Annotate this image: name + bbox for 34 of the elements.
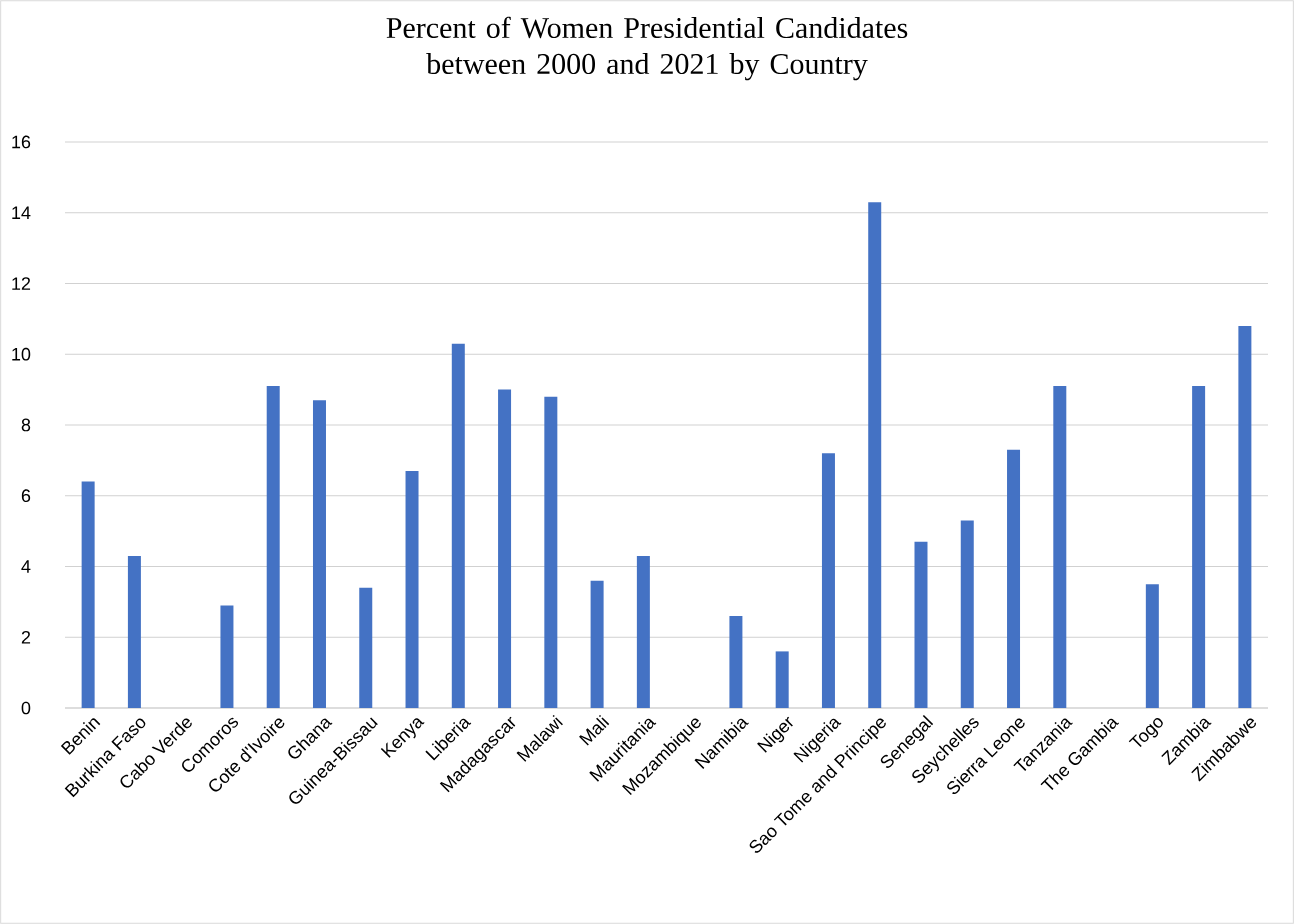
bar — [1053, 386, 1067, 708]
y-tick-label: 4 — [21, 560, 31, 573]
bar — [451, 343, 465, 708]
bar — [359, 587, 373, 708]
y-tick-label: 8 — [21, 418, 31, 432]
bar — [914, 541, 928, 708]
y-tick-label: 2 — [21, 630, 31, 644]
bar — [405, 470, 419, 708]
bar — [1007, 449, 1021, 708]
y-tick-label: 12 — [12, 277, 31, 290]
x-tick-label: Togo — [1128, 718, 1163, 748]
y-tick-label: 10 — [12, 347, 31, 361]
bar — [220, 605, 234, 708]
chart-title: Percent of Women Presidential Candidates between 2000 and 2021 by Country — [386, 16, 908, 81]
y-tick-label: 16 — [12, 135, 31, 149]
bar — [590, 580, 604, 708]
bar — [960, 520, 974, 708]
bar — [636, 555, 650, 708]
bar — [1192, 386, 1206, 708]
bar — [266, 386, 280, 708]
bar — [544, 396, 558, 708]
bar — [81, 481, 95, 708]
y-tick-label: 14 — [12, 206, 31, 219]
y-tick-label: 6 — [21, 489, 31, 503]
bar — [868, 202, 882, 708]
bar — [821, 453, 835, 708]
y-tick-label: 0 — [21, 701, 31, 715]
bar — [498, 389, 512, 708]
bar — [312, 400, 326, 708]
bar — [1145, 584, 1159, 708]
bar — [729, 616, 743, 708]
bar — [1238, 325, 1252, 708]
bar — [775, 651, 789, 708]
bar — [127, 555, 141, 708]
